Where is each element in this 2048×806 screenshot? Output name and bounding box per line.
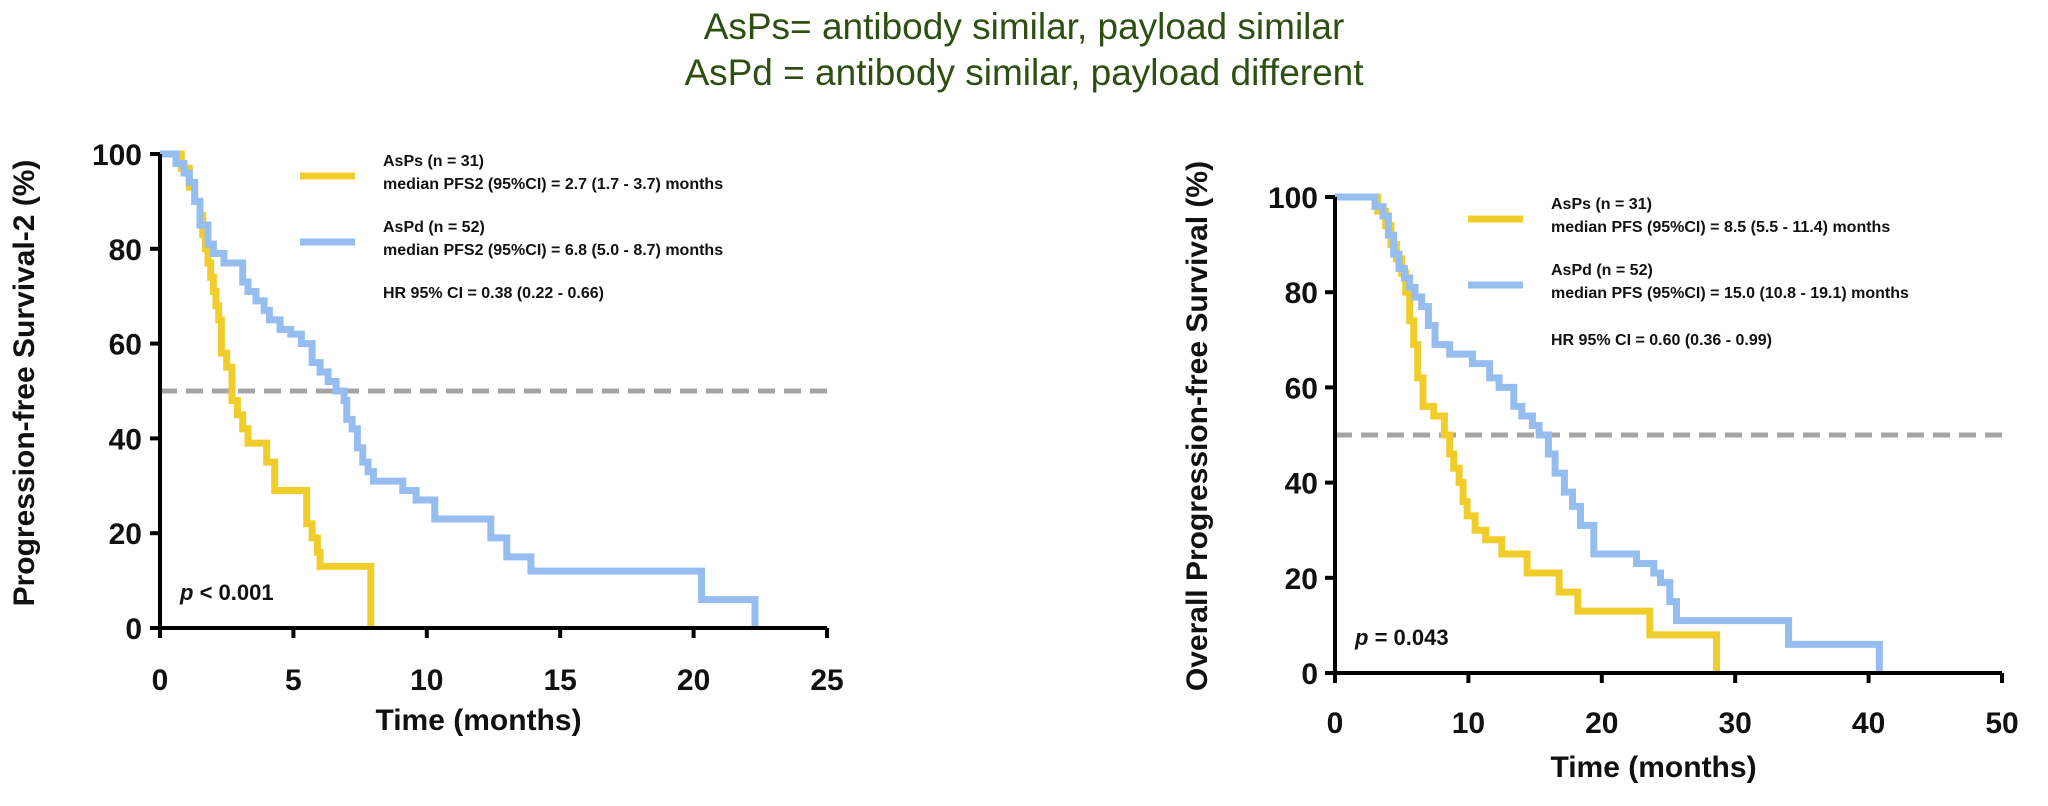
legend-label: AsPs (n = 31) [1551, 196, 1652, 213]
x-tick-label: 15 [544, 664, 577, 697]
pfs2-chart: 0 20 40 60 80 100 0 5 10 15 20 25 Time (months) Progr… [8, 139, 844, 737]
y-tick-label: 60 [1285, 372, 1318, 405]
x-tick-label: 10 [410, 664, 443, 697]
y-tick-label: 80 [109, 234, 142, 267]
y-tick-label: 0 [1301, 658, 1318, 691]
x-tick-label: 5 [285, 664, 302, 697]
x-tick-label: 10 [1452, 707, 1485, 740]
header-line-1: AsPs= antibody similar, payload similar [703, 6, 1345, 47]
p-label: p [179, 580, 193, 605]
hazard-ratio: HR 95% CI = 0.38 (0.22 - 0.66) [383, 285, 604, 302]
x-tick-label: 40 [1852, 707, 1885, 740]
x-axis-label: Time (months) [375, 704, 581, 737]
p-value-text: = 0.043 [1368, 625, 1448, 650]
x-tick-label: 25 [810, 664, 843, 697]
p-value: p = 0.043 [1354, 625, 1449, 650]
x-tick-label: 20 [677, 664, 710, 697]
x-tick-label: 0 [152, 664, 169, 697]
y-tick-label: 20 [109, 518, 142, 551]
x-axis-label: Time (months) [1550, 751, 1756, 784]
y-tick-label: 100 [1268, 182, 1318, 215]
y-tick-label: 100 [92, 139, 142, 172]
y-axis-label: Overall Progression-free Survival (%) [1181, 161, 1214, 691]
y-tick-label: 20 [1285, 563, 1318, 596]
x-tick-label: 50 [1985, 707, 2018, 740]
header-line-2: AsPd = antibody similar, payload differe… [684, 52, 1364, 93]
p-value-text: < 0.001 [193, 580, 273, 605]
hazard-ratio: HR 95% CI = 0.60 (0.36 - 0.99) [1551, 332, 1772, 349]
x-tick-label: 0 [1327, 707, 1344, 740]
y-tick-label: 60 [109, 329, 142, 362]
legend-detail: median PFS (95%CI) = 15.0 (10.8 - 19.1) … [1551, 285, 1909, 302]
y-tick-label: 0 [125, 613, 142, 646]
legend-label: AsPd (n = 52) [1551, 262, 1653, 279]
x-tick-label: 20 [1585, 707, 1618, 740]
legend-detail: median PFS (95%CI) = 8.5 (5.5 - 11.4) mo… [1551, 219, 1890, 236]
legend-detail: median PFS2 (95%CI) = 6.8 (5.0 - 8.7) mo… [383, 242, 723, 259]
p-value: p < 0.001 [179, 580, 274, 605]
aspd-survival-curve [1335, 193, 1883, 673]
y-tick-label: 80 [1285, 277, 1318, 310]
legend-label: AsPd (n = 52) [383, 219, 485, 236]
y-axis-label: Progression-free Survival-2 (%) [8, 160, 41, 607]
p-label: p [1354, 625, 1368, 650]
legend-label: AsPs (n = 31) [383, 153, 484, 170]
legend-detail: median PFS2 (95%CI) = 2.7 (1.7 - 3.7) mo… [383, 176, 723, 193]
aspd-survival-curve [160, 150, 759, 628]
y-tick-label: 40 [109, 423, 142, 456]
overall-pfs-chart: 0 20 40 60 80 100 0 10 20 30 40 50 Time (months) Over… [1181, 161, 2019, 784]
y-tick-label: 40 [1285, 468, 1318, 501]
x-tick-label: 30 [1719, 707, 1752, 740]
header: AsPs= antibody similar, payload similar … [0, 4, 2048, 96]
